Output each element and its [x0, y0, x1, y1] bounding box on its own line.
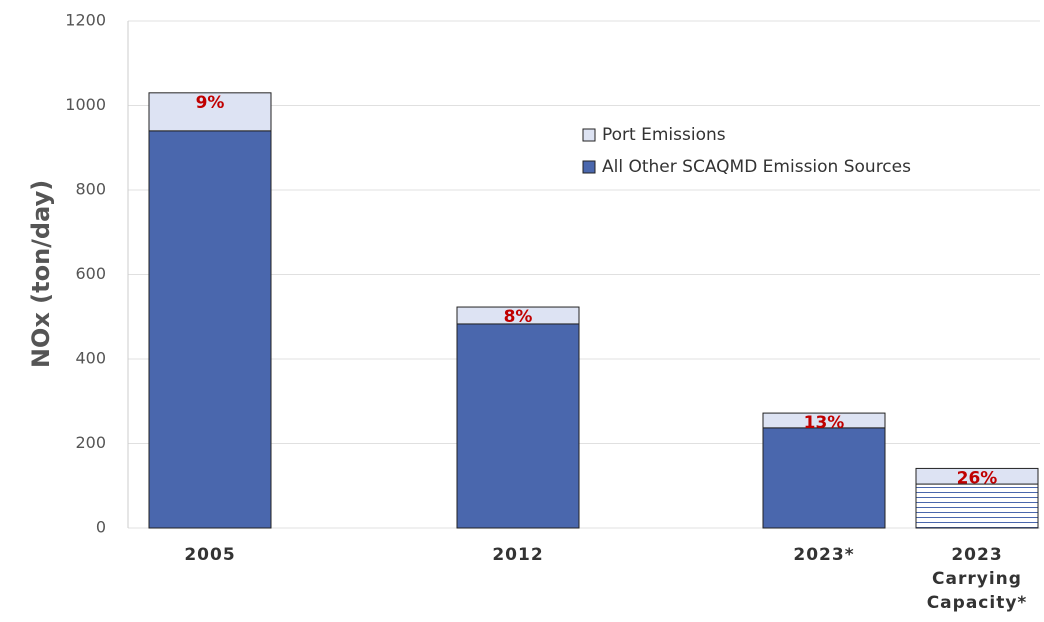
y-tick-label: 0 [96, 518, 106, 537]
legend-swatch [582, 160, 596, 174]
y-tick-label: 400 [75, 349, 106, 368]
y-tick-label: 800 [75, 180, 106, 199]
share-label: 26% [957, 468, 998, 488]
x-tick-label: 2005 [184, 545, 236, 565]
share-label: 8% [504, 307, 533, 327]
x-tick-label: 2012 [492, 545, 544, 565]
bar-segment [456, 306, 580, 325]
x-tick-label: 2023 Carrying Capacity* [926, 545, 1028, 613]
bar-segment [148, 92, 272, 132]
y-axis-label: NOx (ton/day) [27, 180, 55, 368]
bar-segment [456, 323, 580, 529]
bar-segment [915, 483, 1039, 529]
y-tick-label: 200 [75, 433, 106, 452]
legend-label: Port Emissions [602, 125, 726, 145]
share-label: 13% [804, 413, 845, 433]
legend-swatch [582, 128, 596, 142]
bar-segment [762, 412, 886, 429]
bar-segment [148, 130, 272, 529]
bar-segment [915, 467, 1039, 485]
legend-label: All Other SCAQMD Emission Sources [602, 157, 911, 177]
bar-segment [762, 427, 886, 529]
y-tick-label: 1000 [65, 95, 106, 114]
share-label: 9% [196, 93, 225, 113]
x-tick-label: 2023* [793, 545, 855, 565]
y-tick-label: 1200 [65, 11, 106, 30]
y-tick-label: 600 [75, 264, 106, 283]
